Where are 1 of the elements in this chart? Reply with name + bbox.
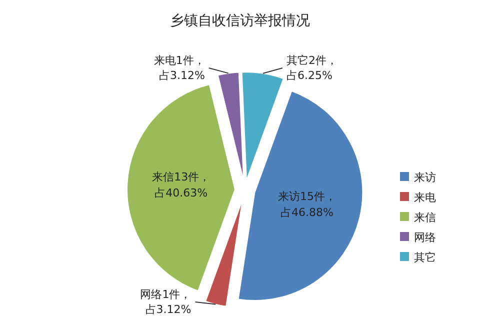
title: 乡镇自收信访举报情况	[170, 13, 310, 29]
